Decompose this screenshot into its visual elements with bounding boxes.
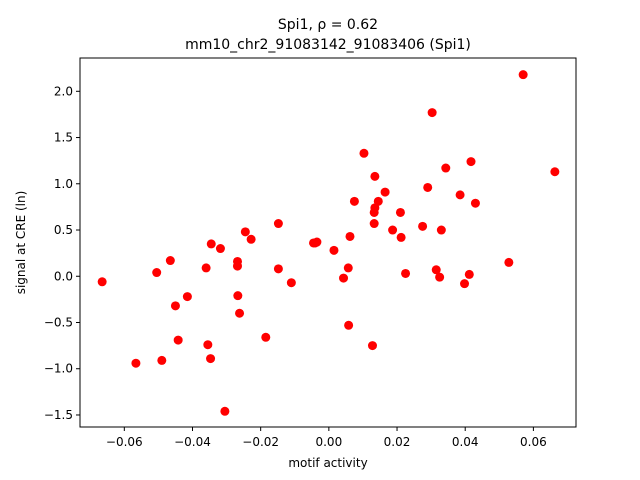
- data-point: [431, 265, 441, 275]
- data-point: [470, 198, 480, 208]
- x-tick-label: 0.04: [452, 435, 479, 449]
- x-axis-label: motif activity: [288, 456, 367, 470]
- data-point: [273, 219, 283, 229]
- data-point: [344, 320, 354, 330]
- data-point: [436, 225, 446, 235]
- data-points: [97, 70, 560, 416]
- y-axis-label: signal at CRE (ln): [14, 191, 28, 295]
- data-point: [370, 171, 380, 181]
- y-tick-label: 0.0: [54, 269, 73, 283]
- data-point: [423, 182, 433, 192]
- data-point: [460, 279, 470, 289]
- y-tick-label: 2.0: [54, 84, 73, 98]
- data-point: [240, 227, 250, 237]
- x-tick-label: −0.04: [174, 435, 211, 449]
- data-point: [157, 355, 167, 365]
- axis-ticks: −0.06 −0.04 −0.02 0.00 0.02 0.04 0.06 −1.5 −1.0 −…: [44, 84, 547, 449]
- data-point: [395, 207, 405, 217]
- data-point: [349, 196, 359, 206]
- data-point: [165, 256, 175, 266]
- data-point: [345, 231, 355, 241]
- data-point: [339, 273, 349, 283]
- data-point: [504, 257, 514, 267]
- y-tick-label: −1.0: [44, 362, 73, 376]
- x-tick-label: 0.00: [315, 435, 342, 449]
- data-point: [359, 148, 369, 158]
- data-point: [550, 167, 560, 177]
- data-point: [329, 245, 339, 255]
- x-tick-label: −0.06: [106, 435, 143, 449]
- data-point: [201, 263, 211, 273]
- data-point: [203, 340, 213, 350]
- data-point: [206, 354, 216, 364]
- data-point: [246, 234, 256, 244]
- data-point: [518, 70, 528, 80]
- chart-title-line1: Spi1, ρ = 0.62: [278, 17, 378, 33]
- data-point: [464, 269, 474, 279]
- data-point: [273, 264, 283, 274]
- data-point: [233, 291, 243, 301]
- x-tick-label: 0.02: [384, 435, 411, 449]
- data-point: [170, 301, 180, 311]
- data-point: [261, 332, 271, 342]
- data-point: [396, 232, 406, 242]
- data-point: [235, 308, 245, 318]
- y-tick-label: 1.5: [54, 131, 73, 145]
- data-point: [380, 187, 390, 197]
- x-tick-label: 0.06: [520, 435, 547, 449]
- data-point: [220, 406, 230, 416]
- data-point: [206, 239, 216, 249]
- data-point: [97, 277, 107, 287]
- x-tick-label: −0.02: [242, 435, 279, 449]
- data-point: [367, 341, 377, 351]
- data-point: [173, 335, 183, 345]
- y-tick-label: −1.5: [44, 408, 73, 422]
- y-tick-label: 0.5: [54, 223, 73, 237]
- data-point: [418, 221, 428, 231]
- data-point: [401, 268, 411, 278]
- data-point: [215, 244, 225, 254]
- data-point: [435, 272, 445, 282]
- data-point: [369, 219, 379, 229]
- data-point: [388, 225, 398, 235]
- data-point: [343, 263, 353, 273]
- data-point: [455, 190, 465, 200]
- data-point: [182, 292, 192, 302]
- plot-frame: [79, 57, 577, 428]
- y-tick-label: −0.5: [44, 315, 73, 329]
- data-point: [373, 196, 383, 206]
- data-point: [466, 157, 476, 167]
- data-point: [441, 163, 451, 173]
- data-point: [232, 256, 242, 266]
- y-tick-label: 1.0: [54, 177, 73, 191]
- data-point: [286, 278, 296, 288]
- data-point: [427, 108, 437, 118]
- chart-title-line2: mm10_chr2_91083142_91083406 (Spi1): [185, 37, 471, 53]
- data-point: [131, 358, 141, 368]
- data-point: [152, 268, 162, 278]
- data-point: [312, 237, 322, 247]
